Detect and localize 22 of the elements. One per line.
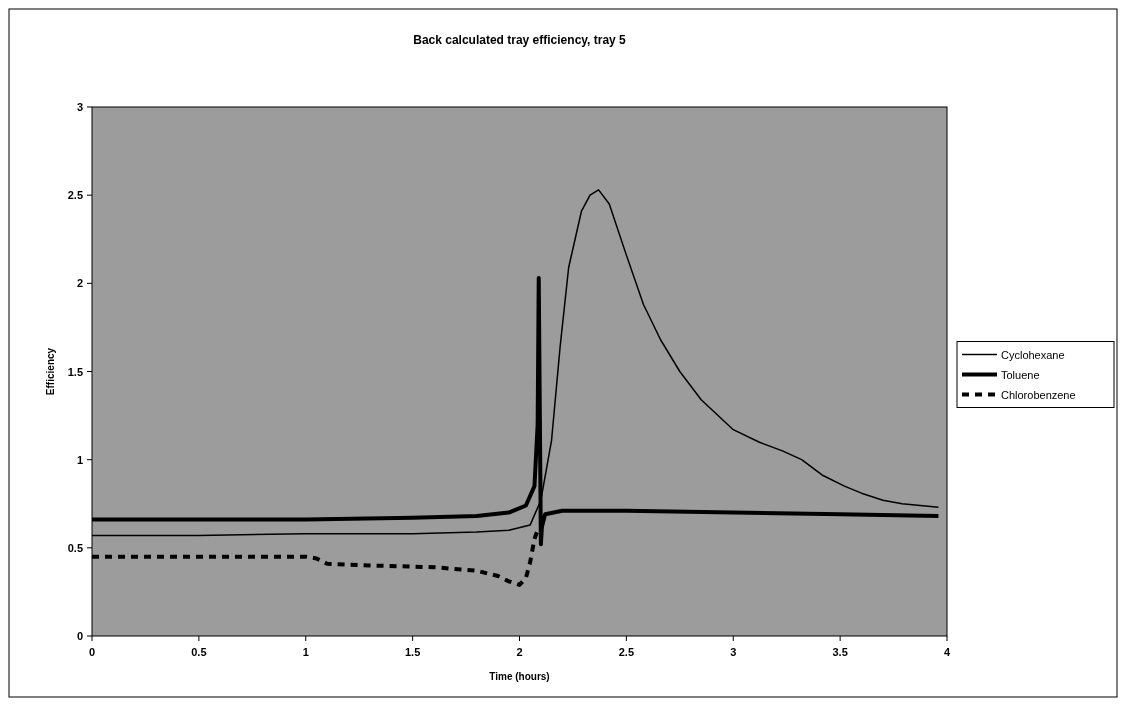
x-tick-label: 3 [730,646,737,658]
x-tick-label: 1 [302,646,309,658]
y-tick-label: 3 [76,101,83,113]
chart-title: Back calculated tray efficiency, tray 5 [413,33,627,47]
y-tick-label: 2 [76,277,83,290]
x-tick-label: 0.5 [191,646,207,658]
x-tick-label: 3.5 [832,646,848,658]
y-tick-label: 1.5 [67,365,83,378]
x-axis-title: Time (hours) [489,671,550,682]
x-tick-label: 1.5 [404,646,421,658]
y-axis-title: Efficiency [45,347,56,396]
x-tick-label: 0 [88,646,96,658]
x-tick-label: 2.5 [618,646,635,658]
y-tick-label: 2.5 [67,189,83,202]
legend-label: Chlorobenzene [1001,388,1076,401]
x-tick-label: 2 [516,646,523,658]
x-tick-label: 4 [943,646,951,658]
legend-label: Toluene [1001,368,1040,381]
y-tick-label: 0 [76,630,83,642]
legend-label: Cyclohexane [1001,348,1065,361]
y-tick-label: 1 [76,453,83,466]
y-tick-label: 0.5 [67,541,83,554]
